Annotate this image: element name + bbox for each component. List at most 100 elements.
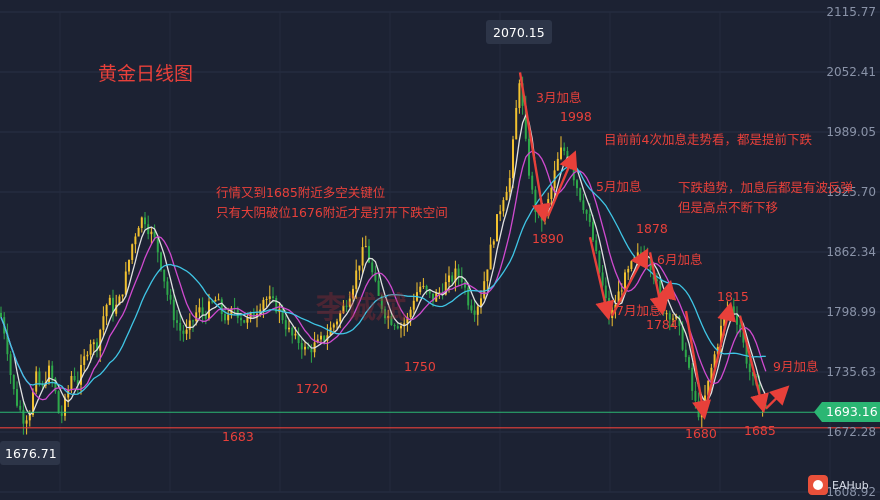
candle-body — [524, 105, 527, 139]
candle-body — [105, 304, 108, 317]
current-price-label: 1693.16 — [826, 404, 878, 419]
candle-body — [499, 211, 502, 215]
candle-body — [595, 240, 598, 252]
candle-body — [428, 289, 431, 294]
candle-body — [38, 371, 41, 385]
candle-body — [668, 313, 671, 320]
trend-arrow — [518, 72, 552, 223]
candle-body — [70, 375, 73, 391]
watermark: 李诚斌 — [316, 291, 406, 326]
candle-body — [508, 178, 511, 192]
candle-body — [588, 213, 591, 223]
candle-body — [288, 327, 290, 330]
trend-arrow — [588, 236, 615, 321]
candle-body — [470, 305, 473, 311]
candle-body — [304, 346, 306, 350]
annotation-text: 1815 — [717, 289, 749, 304]
candle-body — [336, 321, 338, 325]
candle-body — [73, 375, 76, 381]
current-price-tag: 1693.16 — [814, 402, 880, 422]
candle-body — [601, 272, 604, 286]
candle-body — [169, 294, 172, 300]
candle-body — [454, 268, 457, 282]
candle-body — [387, 315, 390, 319]
candle-body — [348, 298, 351, 307]
candle-body — [483, 281, 486, 299]
y-tick-label: 1608.92 — [826, 485, 876, 499]
candle-body — [227, 314, 230, 321]
candle-body — [489, 244, 492, 270]
candle-body — [89, 344, 92, 355]
annotation-text: 下跌趋势，加息后都是有波反弹 — [678, 180, 853, 195]
y-tick-label: 1672.28 — [826, 425, 876, 439]
candle-body — [220, 299, 223, 314]
candle-body — [659, 281, 662, 295]
y-tick-label: 1862.34 — [826, 245, 876, 259]
candle-body — [582, 200, 585, 211]
candle-body — [57, 391, 60, 414]
candle-body — [624, 272, 626, 291]
candle-body — [166, 281, 169, 295]
candle-body — [339, 312, 342, 322]
candle-body — [92, 342, 95, 345]
trend-arrow — [657, 279, 677, 312]
candle-body — [355, 270, 358, 289]
candle-body — [32, 391, 34, 415]
annotation-text: 1998 — [560, 109, 592, 124]
candle-body — [201, 307, 204, 315]
candle-body — [16, 389, 18, 406]
candle-body — [617, 291, 620, 305]
annotation-text: 1750 — [404, 359, 436, 374]
candle-body — [291, 327, 294, 336]
annotation-text: 行情又到1685附近多空关键位 — [216, 185, 385, 200]
candle-body — [310, 348, 313, 353]
candle-body — [576, 180, 578, 189]
eahub-logo: EAHub — [808, 475, 869, 495]
candle-body — [323, 335, 326, 341]
candle-body — [179, 322, 182, 331]
candle-body — [265, 298, 268, 300]
candle-body — [131, 244, 134, 260]
candle-body — [409, 309, 412, 318]
candle-body — [83, 356, 86, 365]
candle-body — [627, 268, 630, 273]
candle-body — [41, 384, 44, 386]
candle-body — [358, 265, 361, 271]
candle-body — [406, 317, 409, 324]
annotation-text: 7月加息 — [616, 303, 661, 318]
candle-body — [272, 296, 274, 299]
candle-body — [678, 316, 681, 327]
candle-body — [457, 268, 460, 277]
candle-body — [665, 313, 668, 315]
candle-body — [432, 293, 434, 302]
candle-body — [556, 158, 559, 171]
candle-body — [121, 294, 124, 297]
candle-body — [512, 139, 514, 179]
logo-text: EAHub — [832, 479, 869, 492]
trend-arrow — [610, 248, 649, 317]
candle-body — [96, 342, 98, 351]
candle-body — [128, 259, 130, 272]
candle-body — [48, 365, 50, 383]
candle-body — [672, 318, 674, 320]
candle-body — [528, 138, 530, 176]
candle-body — [80, 364, 82, 385]
annotation-text: 但是高点不断下移 — [678, 200, 778, 215]
candle-body — [246, 317, 249, 323]
candle-body — [176, 320, 178, 323]
candle-body — [748, 363, 751, 373]
candle-body — [297, 333, 300, 344]
candle-body — [419, 286, 422, 293]
candle-body — [153, 231, 156, 238]
candle-body — [22, 409, 25, 424]
price-levels — [0, 411, 880, 429]
candle-body — [736, 315, 738, 325]
candle-body — [547, 199, 550, 210]
candle-body — [412, 300, 415, 310]
candle-body — [51, 365, 54, 379]
candle-body — [115, 304, 118, 314]
candle-body — [211, 301, 214, 303]
